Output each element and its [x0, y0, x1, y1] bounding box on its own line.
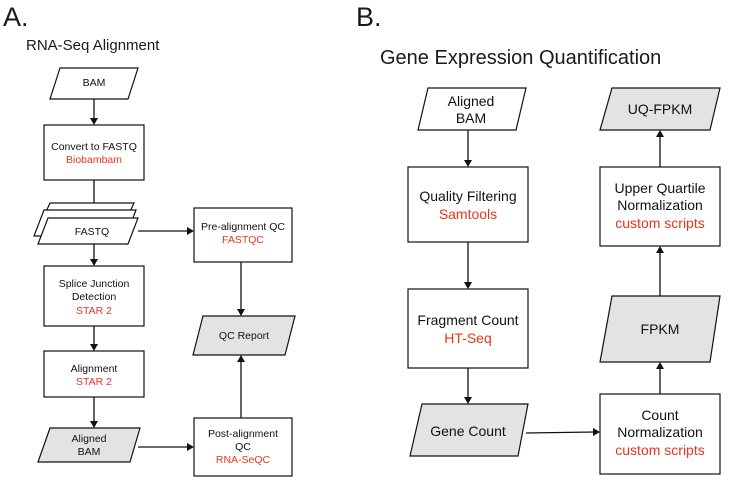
node-aligned-a-line2: BAM	[78, 446, 101, 458]
node-splice-line1: Splice Junction	[59, 278, 130, 290]
node-fragment-count: Fragment Count HT-Seq	[407, 288, 529, 369]
node-alignment-tool: STAR 2	[76, 376, 112, 388]
edge-genecount-to-countnorm	[525, 431, 595, 434]
node-prealign-tool: FASTQC	[222, 234, 264, 246]
panel-b-edges	[464, 130, 664, 436]
node-uq-fpkm-label: UQ-FPKM	[628, 101, 693, 117]
node-quality-label: Quality Filtering	[419, 188, 516, 204]
panel-a-edges	[90, 99, 245, 451]
panel-b-letter: B.	[356, 2, 382, 32]
node-uq-tool: custom scripts	[615, 215, 704, 231]
node-fastq-stack: FASTQ	[33, 202, 139, 245]
node-alignment-label: Alignment	[71, 363, 118, 375]
node-uq-fpkm: UQ-FPKM	[599, 87, 721, 131]
node-fastq-label: FASTQ	[75, 226, 109, 238]
node-fragment-label: Fragment Count	[417, 312, 518, 328]
arrowhead	[237, 309, 245, 316]
node-fragment-tool: HT-Seq	[444, 330, 491, 346]
node-convert-tool: Biobambam	[66, 154, 122, 166]
node-count-normalization: Count Normalization custom scripts	[599, 393, 721, 475]
node-fpkm: FPKM	[599, 295, 721, 363]
node-aligned-bam-b: Aligned BAM	[417, 87, 527, 131]
node-count-norm-line2: Normalization	[617, 424, 703, 440]
node-aligned-b-line1: Aligned	[448, 93, 495, 109]
node-alignment: Alignment STAR 2	[43, 350, 145, 398]
node-convert-to-fastq: Convert to FASTQ Biobambam	[43, 124, 145, 181]
node-postalign-line2: QC	[235, 441, 251, 453]
arrowhead	[90, 118, 98, 125]
arrowhead	[187, 443, 194, 451]
arrowhead	[90, 259, 98, 266]
panel-b-title: Gene Expression Quantification	[380, 47, 661, 69]
node-count-norm-tool: custom scripts	[615, 442, 704, 458]
arrowhead	[656, 246, 664, 253]
node-count-norm-line1: Count	[641, 407, 678, 423]
node-postalign-qc: Post-alignment QC RNA-SeQC	[193, 417, 293, 477]
node-aligned-a-line1: Aligned	[71, 433, 106, 445]
node-aligned-bam-a: Aligned BAM	[37, 427, 141, 463]
arrowhead	[656, 362, 664, 369]
arrowhead	[593, 428, 600, 436]
node-quality-filtering: Quality Filtering Samtools	[407, 166, 529, 243]
arrowhead	[90, 421, 98, 428]
arrowhead	[90, 344, 98, 351]
panel-a-title: RNA-Seq Alignment	[26, 37, 160, 54]
node-fpkm-label: FPKM	[641, 321, 680, 337]
arrowhead	[464, 282, 472, 289]
node-gene-count: Gene Count	[409, 403, 529, 457]
node-uq-line2: Normalization	[617, 197, 703, 213]
node-qc-report: QC Report	[192, 315, 296, 356]
node-bam: BAM	[49, 67, 139, 100]
fastq-stack-sheet-front	[37, 217, 139, 245]
node-splice-junction: Splice Junction Detection STAR 2	[43, 265, 145, 327]
node-splice-tool: STAR 2	[76, 305, 112, 317]
node-aligned-b-line2: BAM	[456, 110, 486, 126]
arrowhead	[464, 397, 472, 404]
node-qc-report-label: QC Report	[219, 330, 269, 342]
node-bam-label: BAM	[83, 77, 106, 89]
node-splice-line2: Detection	[72, 291, 117, 303]
arrowhead	[464, 160, 472, 167]
arrowhead	[187, 227, 194, 235]
node-postalign-line1: Post-alignment	[208, 428, 278, 440]
node-quality-tool: Samtools	[439, 206, 497, 222]
arrowhead	[237, 355, 245, 362]
node-gene-count-label: Gene Count	[430, 423, 506, 439]
node-postalign-tool: RNA-SeQC	[216, 454, 271, 466]
node-prealign-label: Pre-alignment QC	[201, 221, 285, 233]
arrowhead	[656, 130, 664, 137]
node-convert-label: Convert to FASTQ	[51, 141, 137, 153]
node-prealign-qc: Pre-alignment QC FASTQC	[193, 207, 293, 263]
node-upper-quartile: Upper Quartile Normalization custom scri…	[599, 166, 721, 247]
panel-a-letter: A.	[3, 2, 29, 32]
node-uq-line1: Upper Quartile	[614, 180, 705, 196]
